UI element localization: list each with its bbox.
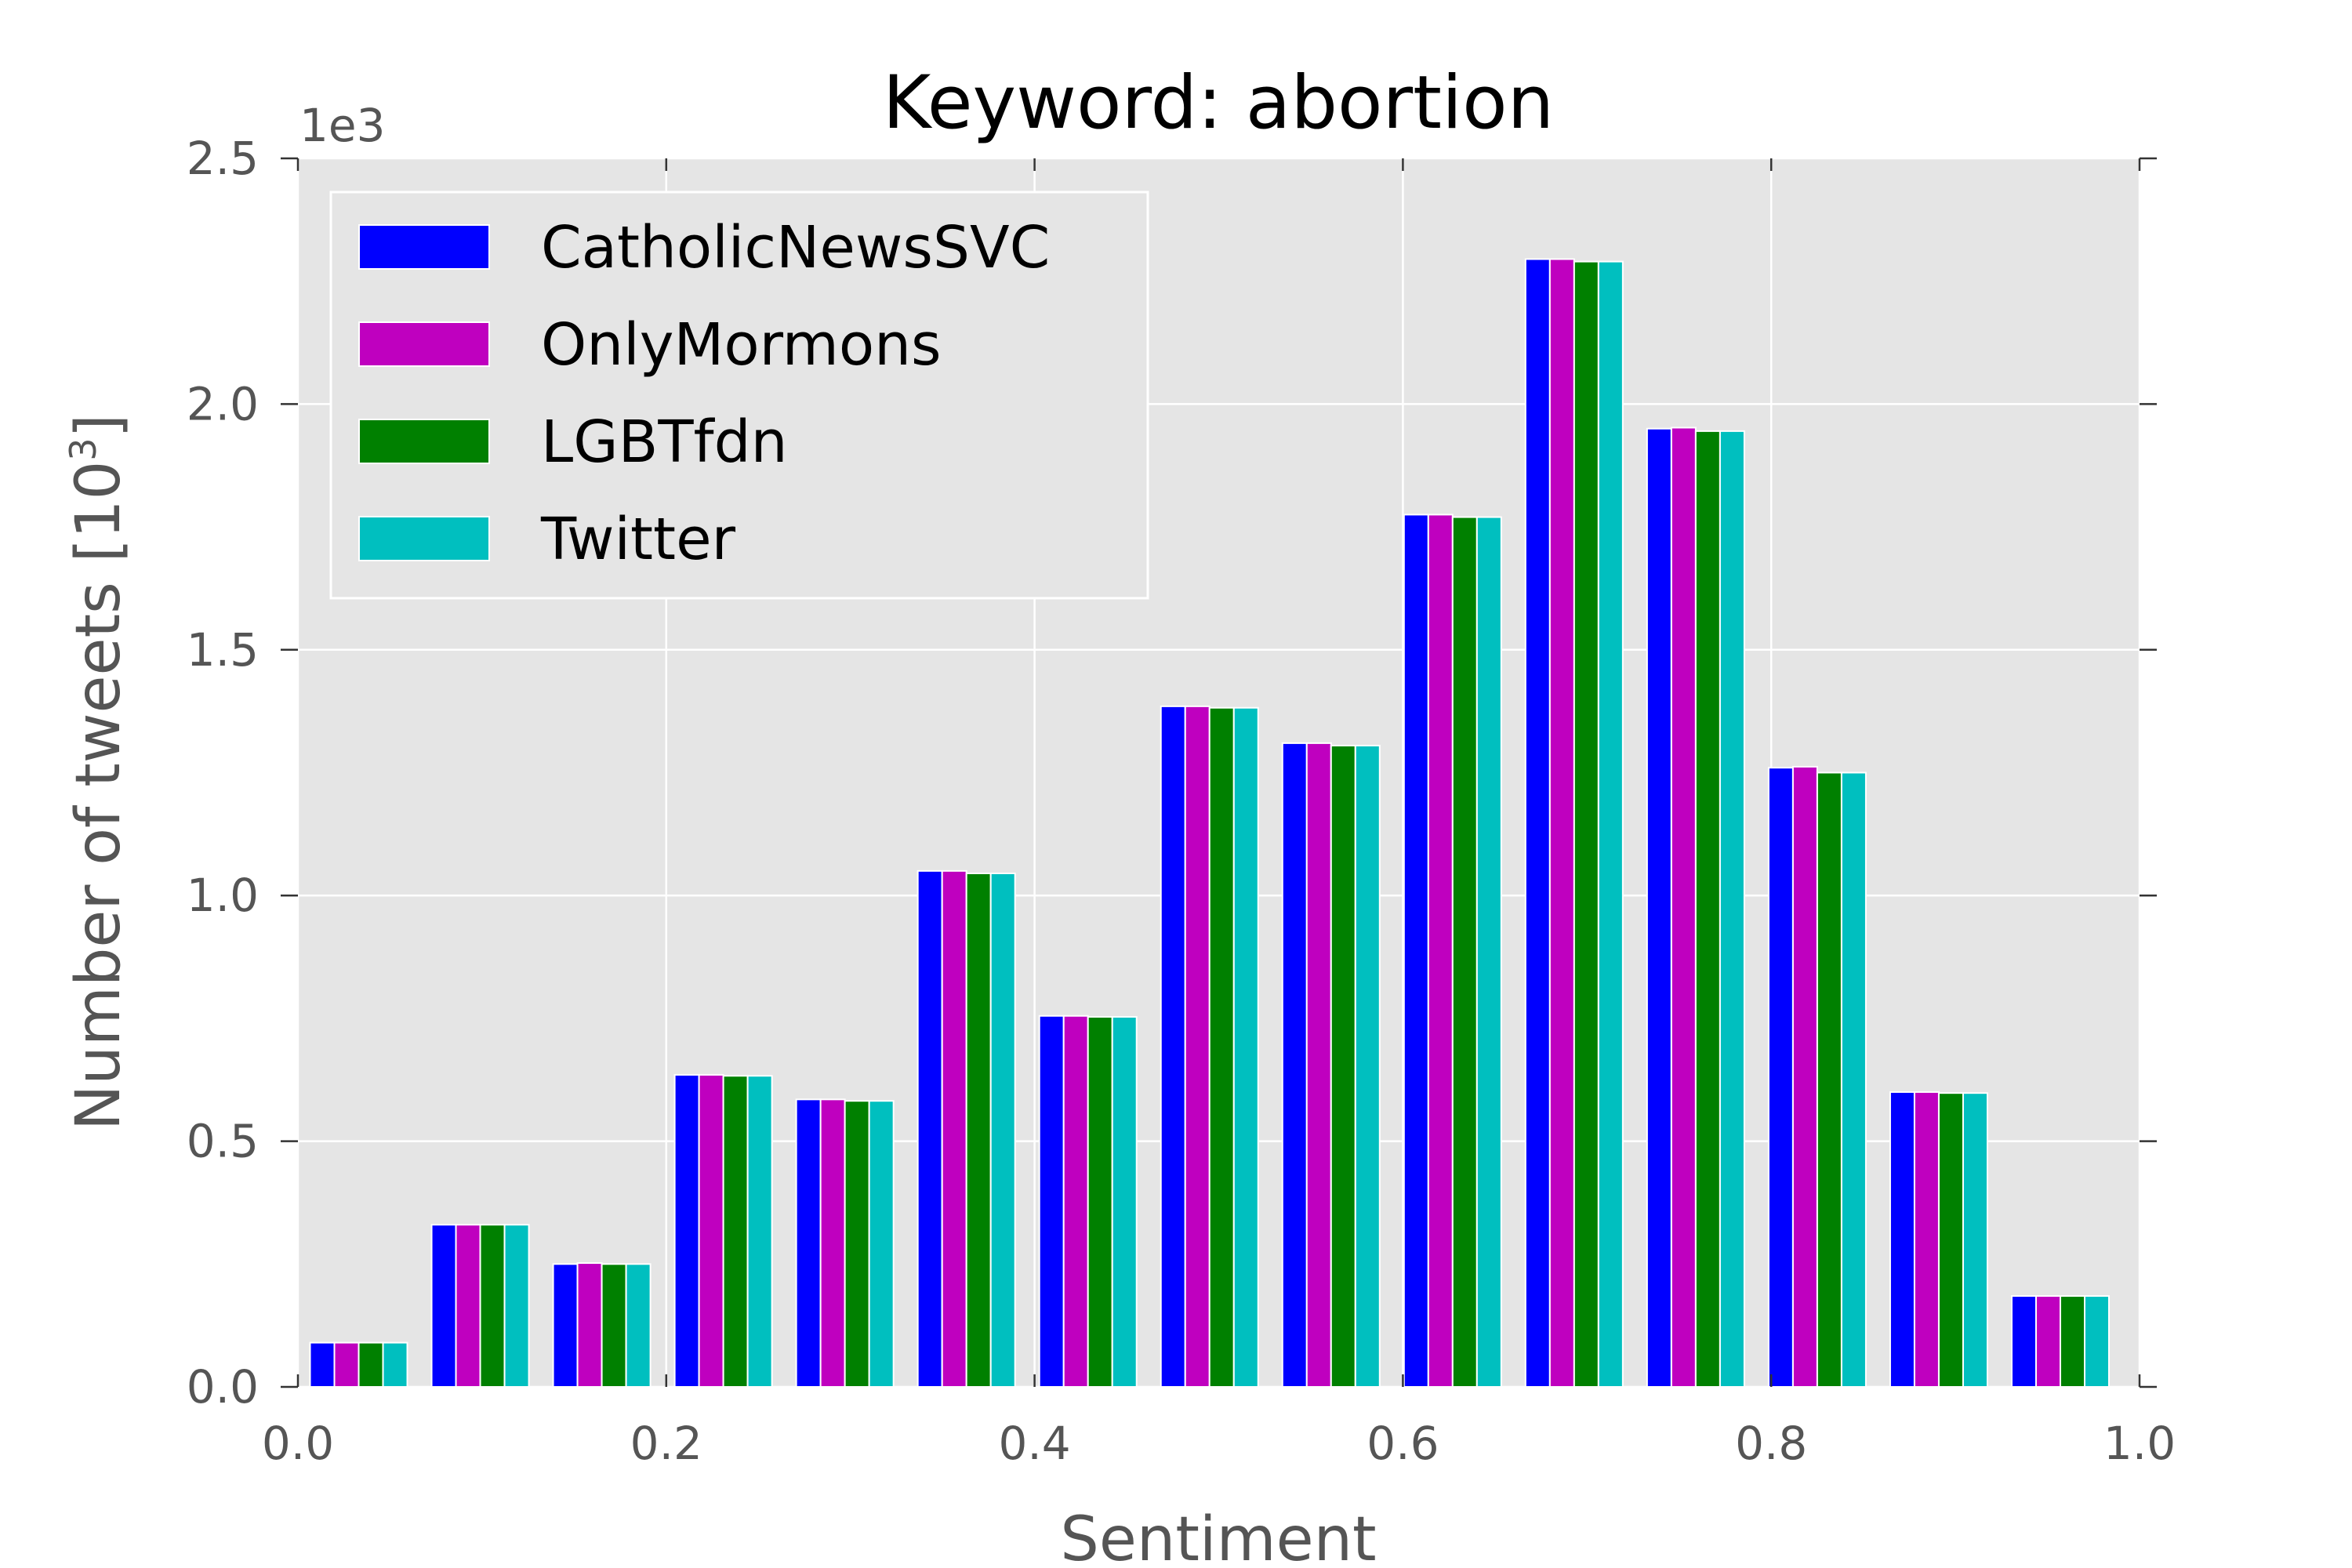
bar-CatholicNewsSVC-13	[1889, 1091, 1915, 1388]
bar-Twitter-6	[1111, 1016, 1138, 1388]
y-axis-label: Number of tweets [103]	[62, 414, 134, 1131]
bar-CatholicNewsSVC-4	[795, 1098, 822, 1388]
bar-OnlyMormons-13	[1913, 1091, 1940, 1388]
bar-OnlyMormons-7	[1184, 705, 1210, 1388]
bar-LGBTfdn-13	[1937, 1092, 1964, 1388]
bar-LGBTfdn-14	[2059, 1295, 2085, 1388]
bar-OnlyMormons-5	[941, 869, 967, 1388]
x-tick-label-3: 0.6	[1367, 1417, 1439, 1470]
bar-Twitter-11	[1719, 430, 1745, 1388]
bar-LGBTfdn-9	[1451, 516, 1478, 1388]
legend-label-OnlyMormons: OnlyMormons	[541, 311, 942, 379]
bar-OnlyMormons-2	[576, 1262, 603, 1388]
bar-CatholicNewsSVC-2	[552, 1263, 579, 1388]
bar-CatholicNewsSVC-9	[1403, 514, 1429, 1388]
tick-marks	[281, 157, 2157, 1388]
bar-Twitter-5	[989, 872, 1016, 1388]
bar-CatholicNewsSVC-5	[916, 869, 943, 1388]
bar-OnlyMormons-3	[698, 1073, 724, 1388]
legend-swatch-OnlyMormons	[358, 321, 490, 367]
bar-Twitter-14	[2083, 1295, 2111, 1388]
y-tick-label-5: 2.5	[187, 132, 259, 185]
bar-Twitter-2	[625, 1263, 652, 1388]
bar-CatholicNewsSVC-12	[1767, 767, 1794, 1388]
bar-CatholicNewsSVC-0	[309, 1341, 336, 1388]
bar-LGBTfdn-11	[1694, 430, 1721, 1388]
y-axis-label-close: ]	[64, 414, 134, 437]
x-tick-labels: 0.0 0.2 0.4 0.6 0.8 1.0	[262, 1417, 2176, 1470]
bar-OnlyMormons-6	[1062, 1014, 1089, 1388]
legend-label-CatholicNewsSVC: CatholicNewsSVC	[541, 214, 1050, 281]
bar-OnlyMormons-11	[1670, 426, 1697, 1388]
legend-swatch-LGBTfdn	[358, 419, 490, 464]
bar-LGBTfdn-7	[1208, 706, 1235, 1388]
y-tick-label-1: 0.5	[187, 1115, 259, 1168]
bar-OnlyMormons-9	[1427, 514, 1454, 1388]
bar-LGBTfdn-6	[1087, 1016, 1113, 1388]
bar-LGBTfdn-3	[722, 1075, 749, 1388]
bar-Twitter-7	[1232, 706, 1259, 1388]
bar-Twitter-10	[1597, 260, 1624, 1388]
bar-LGBTfdn-8	[1330, 745, 1356, 1388]
bar-Twitter-1	[503, 1224, 530, 1388]
bar-CatholicNewsSVC-10	[1524, 258, 1551, 1388]
y-offset-label: 1e3	[299, 99, 386, 152]
bar-OnlyMormons-14	[2034, 1295, 2061, 1388]
x-tick-label-1: 0.2	[630, 1417, 702, 1470]
bar-CatholicNewsSVC-3	[673, 1073, 700, 1388]
legend-swatch-Twitter	[358, 516, 490, 561]
y-tick-label-3: 1.5	[187, 623, 259, 677]
bar-LGBTfdn-1	[479, 1224, 506, 1388]
y-axis-label-exponent: 3	[62, 438, 104, 461]
y-axis-label-main: Number of tweets [10	[64, 461, 134, 1131]
legend: CatholicNewsSVC OnlyMormons LGBTfdn Twitter	[329, 191, 1149, 600]
x-tick-label-5: 1.0	[2103, 1417, 2176, 1470]
legend-label-LGBTfdn: LGBTfdn	[541, 408, 787, 476]
bar-LGBTfdn-5	[965, 872, 992, 1388]
bar-CatholicNewsSVC-14	[2010, 1295, 2037, 1388]
x-axis-label: Sentiment	[1060, 1504, 1376, 1568]
bar-Twitter-12	[1840, 771, 1867, 1388]
bar-CatholicNewsSVC-1	[430, 1224, 457, 1388]
bar-LGBTfdn-0	[358, 1341, 384, 1388]
bar-Twitter-4	[868, 1100, 895, 1388]
y-tick-label-2: 1.0	[187, 869, 259, 922]
bar-Twitter-0	[382, 1341, 408, 1388]
bar-LGBTfdn-4	[844, 1100, 870, 1388]
y-tick-label-0: 0.0	[187, 1360, 259, 1414]
bar-CatholicNewsSVC-11	[1646, 427, 1672, 1388]
y-tick-label-4: 2.0	[187, 377, 259, 430]
bar-LGBTfdn-12	[1816, 771, 1842, 1388]
bar-OnlyMormons-4	[819, 1098, 846, 1388]
x-tick-label-0: 0.0	[262, 1417, 334, 1470]
y-tick-labels: 0.0 0.5 1.0 1.5 2.0 2.5	[187, 132, 259, 1414]
bar-Twitter-8	[1354, 745, 1381, 1388]
bar-Twitter-9	[1475, 516, 1502, 1388]
x-tick-label-4: 0.8	[1735, 1417, 1807, 1470]
legend-swatch-CatholicNewsSVC	[358, 224, 490, 270]
bar-OnlyMormons-10	[1548, 258, 1575, 1388]
bars	[309, 258, 2111, 1388]
x-tick-label-2: 0.4	[998, 1417, 1070, 1470]
bar-OnlyMormons-0	[333, 1341, 360, 1388]
bar-Twitter-13	[1962, 1092, 1988, 1388]
bar-LGBTfdn-10	[1573, 260, 1599, 1388]
bar-OnlyMormons-12	[1791, 765, 1818, 1388]
bar-LGBTfdn-2	[601, 1263, 627, 1388]
bar-OnlyMormons-8	[1305, 742, 1332, 1388]
chart-title: Keyword: abortion	[883, 60, 1555, 146]
bar-OnlyMormons-1	[455, 1224, 481, 1388]
bar-CatholicNewsSVC-8	[1281, 742, 1308, 1388]
bar-CatholicNewsSVC-7	[1160, 705, 1186, 1388]
bar-CatholicNewsSVC-6	[1038, 1014, 1065, 1388]
bar-Twitter-3	[746, 1075, 773, 1388]
legend-label-Twitter: Twitter	[540, 506, 736, 573]
